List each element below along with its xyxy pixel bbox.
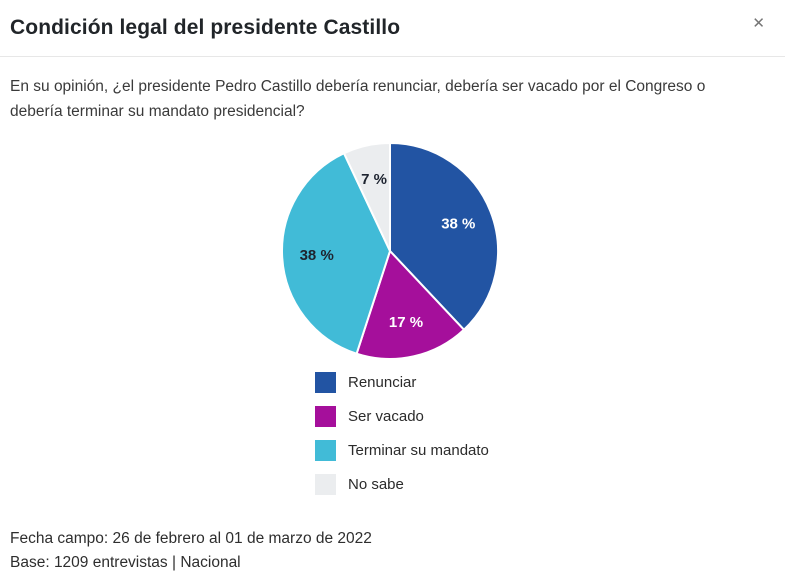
pie-slice-value-label: 38 % xyxy=(441,216,475,233)
sample-base-text: Base: 1209 entrevistas | Nacional xyxy=(10,553,241,571)
field-date-text: Fecha campo: 26 de febrero al 01 de marz… xyxy=(10,530,372,547)
legend-label: Terminar su mandato xyxy=(348,442,489,459)
legend-swatch-ser-vacado xyxy=(315,406,336,427)
survey-question-text: En su opinión, ¿el presidente Pedro Cast… xyxy=(10,78,706,120)
legend-swatch-no-sabe xyxy=(315,474,336,495)
legend-item-terminar-su-mandato[interactable]: Terminar su mandato xyxy=(315,440,489,461)
legend-item-no-sabe[interactable]: No sabe xyxy=(315,474,489,495)
legend-label: Renunciar xyxy=(348,374,417,391)
legend-item-ser-vacado[interactable]: Ser vacado xyxy=(315,406,489,427)
pie-slice-terminar-su-mandato[interactable] xyxy=(281,152,391,355)
legend-swatch-terminar-su-mandato xyxy=(315,440,336,461)
chart-footer: Fecha campo: 26 de febrero al 01 de marz… xyxy=(10,527,372,574)
legend-swatch-renunciar xyxy=(315,372,336,393)
pie-slice-value-label: 38 % xyxy=(300,247,334,264)
modal-header: Condición legal del presidente Castillo xyxy=(0,0,785,57)
legend-item-renunciar[interactable]: Renunciar xyxy=(315,372,489,393)
modal-title: Condición legal del presidente Castillo xyxy=(10,16,401,39)
pie-slice-renunciar[interactable] xyxy=(389,142,499,331)
legend-label: No sabe xyxy=(348,476,404,493)
pie-slice-no-sabe[interactable] xyxy=(343,142,391,252)
chart-legend: Renunciar Ser vacado Terminar su mandato… xyxy=(315,372,489,508)
pie-slice-value-label: 7 % xyxy=(361,171,387,188)
pie-chart: 38 % 17 % 38 % 7 % xyxy=(281,142,499,360)
pie-slice-ser-vacado[interactable] xyxy=(355,250,465,360)
close-icon[interactable]: ✕ xyxy=(748,12,769,35)
pie-slice-value-label: 17 % xyxy=(389,314,423,331)
legend-label: Ser vacado xyxy=(348,408,424,425)
